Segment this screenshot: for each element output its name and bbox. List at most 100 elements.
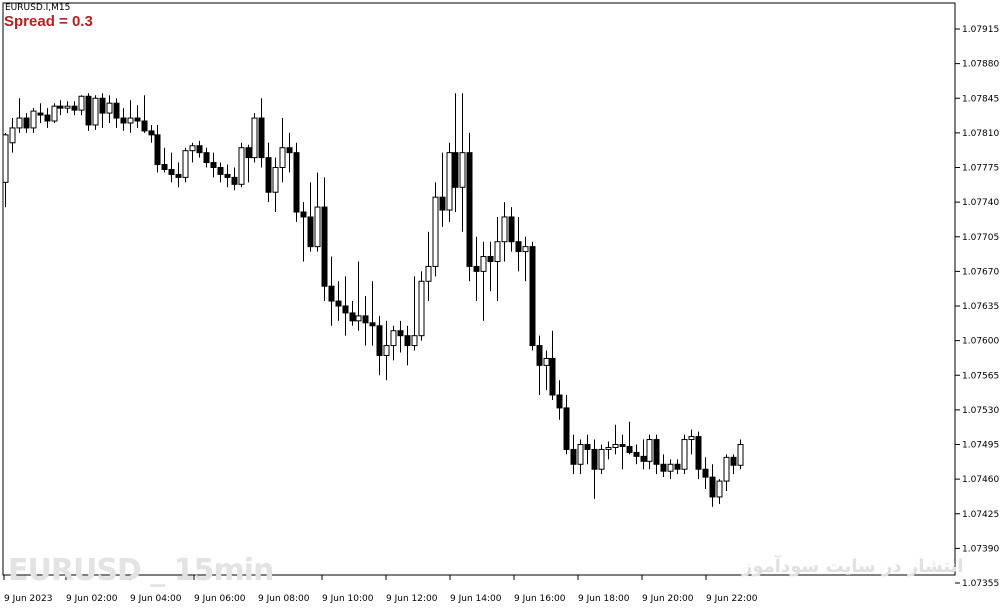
candle bbox=[210, 152, 217, 178]
price-tick-label: 1.07810 bbox=[962, 129, 999, 139]
candle bbox=[563, 395, 570, 455]
candle-body-bullish bbox=[272, 167, 279, 193]
candle bbox=[51, 103, 58, 123]
candle bbox=[612, 424, 619, 455]
price-tick-label: 1.07460 bbox=[962, 475, 999, 485]
candle-body-bullish bbox=[543, 357, 550, 366]
candle bbox=[78, 95, 85, 116]
candle-body-bearish bbox=[626, 445, 633, 453]
candle-body-bearish bbox=[210, 162, 217, 169]
candle bbox=[591, 439, 598, 499]
price-tick-label: 1.07670 bbox=[962, 267, 999, 277]
candle bbox=[515, 216, 522, 272]
price-tick-label: 1.07565 bbox=[962, 371, 999, 381]
candle bbox=[688, 429, 695, 455]
candle bbox=[120, 108, 127, 131]
candle-body-bearish bbox=[335, 300, 342, 307]
candle-body-bullish bbox=[432, 196, 439, 267]
candle bbox=[404, 325, 411, 366]
candle bbox=[141, 95, 148, 133]
candle-body-bearish bbox=[57, 105, 64, 109]
candle-body-bearish bbox=[660, 463, 667, 472]
candle-body-bullish bbox=[30, 110, 37, 129]
candle bbox=[577, 439, 584, 475]
candle-body-bullish bbox=[494, 241, 501, 262]
candle bbox=[376, 315, 383, 376]
candle-body-bearish bbox=[556, 394, 563, 409]
candle-body-bearish bbox=[321, 206, 328, 287]
candle bbox=[383, 320, 390, 381]
candle-body-bullish bbox=[425, 265, 432, 282]
candle-body-bullish bbox=[612, 444, 619, 448]
candle-body-bearish bbox=[148, 130, 155, 136]
candle-body-bearish bbox=[245, 147, 252, 159]
candle-body-bearish bbox=[258, 117, 265, 159]
time-tick-label: 9 Jun 16:00 bbox=[514, 594, 566, 604]
candle bbox=[598, 444, 605, 475]
candle bbox=[64, 101, 71, 114]
candle-body-bullish bbox=[737, 444, 744, 466]
candle-body-bearish bbox=[231, 176, 238, 185]
candle-body-bullish bbox=[688, 436, 695, 441]
candle bbox=[321, 177, 328, 302]
candle-body-bullish bbox=[189, 145, 196, 152]
candle bbox=[224, 164, 231, 188]
candle bbox=[674, 459, 681, 475]
candle bbox=[418, 271, 425, 341]
candle bbox=[2, 132, 9, 208]
candle-body-bullish bbox=[667, 463, 674, 472]
plot-area bbox=[2, 2, 956, 576]
candle bbox=[314, 172, 321, 252]
candle-body-bearish bbox=[439, 196, 446, 211]
candle-body-bearish bbox=[473, 265, 480, 272]
candle-body-bullish bbox=[716, 480, 723, 498]
price-tick-label: 1.07390 bbox=[962, 544, 999, 554]
candle bbox=[473, 236, 480, 302]
candle bbox=[134, 105, 141, 128]
candle bbox=[349, 301, 356, 326]
candle bbox=[44, 108, 51, 128]
candle-body-bullish bbox=[2, 134, 9, 183]
candle bbox=[487, 241, 494, 292]
candle bbox=[23, 113, 30, 133]
candles-group bbox=[2, 93, 744, 507]
candle-body-bullish bbox=[127, 117, 134, 124]
candle-body-bullish bbox=[238, 147, 245, 185]
candle-body-bearish bbox=[709, 476, 716, 498]
candle bbox=[258, 98, 265, 168]
candle-body-bullish bbox=[522, 246, 529, 253]
candle bbox=[272, 157, 279, 213]
symbol-timeframe-label: EURUSD.I,M15 bbox=[5, 3, 71, 13]
candle-body-bearish bbox=[515, 241, 522, 253]
candle-body-bullish bbox=[480, 256, 487, 272]
candle bbox=[265, 142, 272, 203]
candle bbox=[695, 431, 702, 480]
candle bbox=[286, 132, 293, 173]
candle-body-bearish bbox=[549, 357, 556, 396]
candle bbox=[681, 434, 688, 475]
candle bbox=[397, 320, 404, 353]
candle bbox=[702, 457, 709, 490]
candle-body-bullish bbox=[78, 95, 85, 111]
candle bbox=[723, 454, 730, 491]
candle-body-bearish bbox=[653, 439, 660, 465]
candle bbox=[646, 434, 653, 470]
candle-body-bearish bbox=[619, 444, 626, 447]
candle bbox=[446, 142, 453, 222]
candle bbox=[549, 330, 556, 400]
candle bbox=[148, 124, 155, 143]
candle-body-bearish bbox=[307, 216, 314, 248]
candle-body-bearish bbox=[44, 114, 51, 122]
price-axis: 1.07915 1.07880 1.07845 1.07810 1.07775 1.077… bbox=[955, 25, 999, 589]
candle-body-bearish bbox=[362, 315, 369, 324]
candle bbox=[293, 142, 300, 222]
candle bbox=[71, 101, 78, 116]
candle-body-bearish bbox=[224, 173, 231, 178]
candle bbox=[432, 182, 439, 277]
candle bbox=[238, 142, 245, 188]
candle-body-bearish bbox=[730, 456, 737, 466]
candle bbox=[605, 441, 612, 460]
candle-body-bullish bbox=[598, 448, 605, 470]
candle bbox=[168, 152, 175, 183]
